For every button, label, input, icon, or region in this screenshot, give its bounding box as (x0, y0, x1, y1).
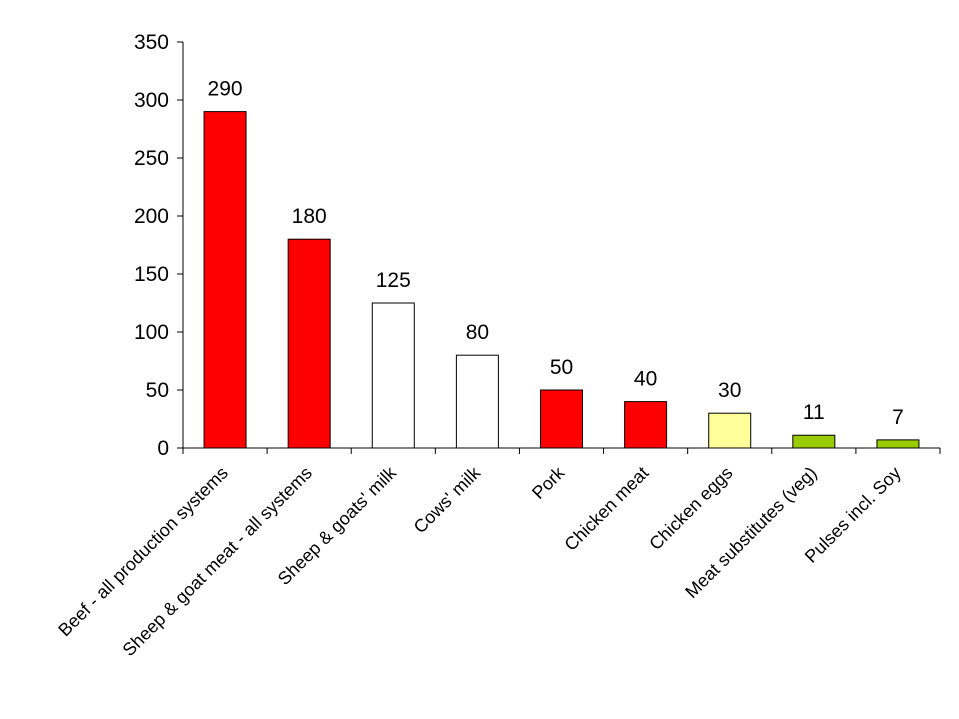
y-tick-label: 100 (134, 321, 169, 344)
category-label: Chicken eggs (645, 463, 736, 554)
bar (371, 302, 415, 449)
category-label: Cows' milk (410, 462, 485, 537)
data-label: 30 (718, 379, 741, 402)
bar (287, 238, 331, 449)
data-label: 125 (376, 269, 411, 292)
data-labels: 290 180 125 80 50 40 30 11 7 (208, 78, 904, 429)
bars (203, 111, 920, 449)
y-tick-label: 350 (134, 31, 169, 54)
data-label: 180 (292, 205, 327, 228)
y-axis-ticks: 0 50 100 150 200 250 300 350 (134, 31, 941, 460)
bar (876, 439, 920, 449)
data-label: 50 (550, 356, 573, 379)
data-label: 7 (892, 406, 904, 429)
category-label: Chicken meat (560, 463, 652, 555)
y-tick-label: 300 (134, 89, 169, 112)
data-label: 290 (208, 78, 243, 101)
y-tick-label: 200 (134, 205, 169, 228)
bar (708, 412, 752, 449)
bar (203, 111, 247, 449)
category-label: Beef - all production systems (54, 463, 232, 641)
bar (792, 434, 836, 449)
y-tick-label: 150 (134, 263, 169, 286)
y-tick-label: 50 (146, 379, 169, 402)
bar (624, 401, 668, 449)
y-tick-label: 0 (157, 437, 169, 460)
category-label: Pork (528, 462, 569, 503)
data-label: 11 (803, 401, 825, 424)
y-tick-label: 250 (134, 147, 169, 170)
bar (540, 389, 583, 449)
bar (455, 354, 499, 449)
data-label: 80 (466, 321, 489, 344)
data-label: 40 (634, 368, 657, 391)
